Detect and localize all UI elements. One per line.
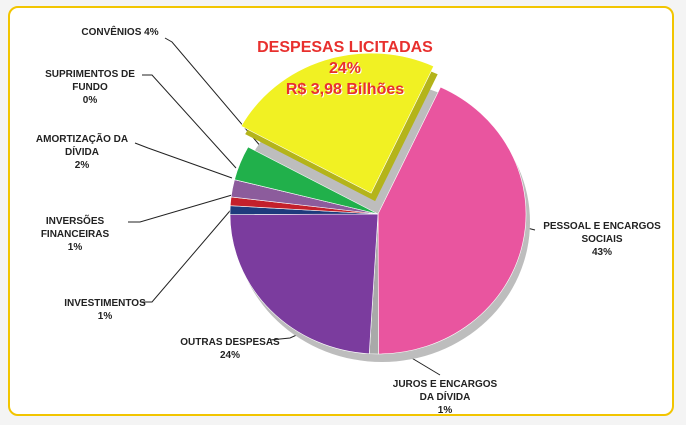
value-label: 1% <box>437 405 453 416</box>
value-label: 2% <box>74 160 90 171</box>
category-label: SUPRIMENTOS DE FUNDO <box>45 69 135 93</box>
value-label: 43% <box>591 247 612 258</box>
data-label: OUTRAS DESPESAS 24% <box>180 336 280 362</box>
data-label: AMORTIZAÇÃO DA DÍVIDA 2% <box>22 133 142 172</box>
category-label: OUTRAS DESPESAS <box>180 337 280 348</box>
data-label: INVERSÕES FINANCEIRAS 1% <box>30 215 120 254</box>
category-label: JUROS E ENCARGOS DA DÍVIDA <box>392 379 498 403</box>
value-label: 1% <box>97 311 113 322</box>
slice <box>240 52 435 194</box>
data-label: CONVÊNIOS 4% <box>60 26 180 39</box>
data-label: SUPRIMENTOS DE FUNDO 0% <box>30 68 150 107</box>
category-label: PESSOAL E ENCARGOS SOCIAIS <box>543 221 661 245</box>
category-label: INVERSÕES FINANCEIRAS <box>40 216 110 240</box>
slice <box>234 146 379 215</box>
value-label: 0% <box>82 95 98 106</box>
category-label: DESPESAS LICITADAS <box>257 39 433 56</box>
category-label: CONVÊNIOS <box>81 27 142 38</box>
value-label: 24% <box>328 60 362 77</box>
value-label: 24% <box>219 350 240 361</box>
data-label: DESPESAS LICITADAS 24% R$ 3,98 Bilhões <box>255 37 435 100</box>
category-label: INVESTIMENTOS <box>64 298 146 309</box>
data-label: JUROS E ENCARGOS DA DÍVIDA 1% <box>385 378 505 417</box>
data-label: INVESTIMENTOS 1% <box>60 297 150 323</box>
slice <box>229 213 379 355</box>
category-label: AMORTIZAÇÃO DA DÍVIDA <box>35 134 129 158</box>
value-label: 1% <box>67 242 83 253</box>
annotation: R$ 3,98 Bilhões <box>285 81 405 98</box>
data-label: PESSOAL E ENCARGOS SOCIAIS 43% <box>522 220 682 259</box>
value-label: 4% <box>144 27 159 38</box>
slice <box>377 86 527 355</box>
